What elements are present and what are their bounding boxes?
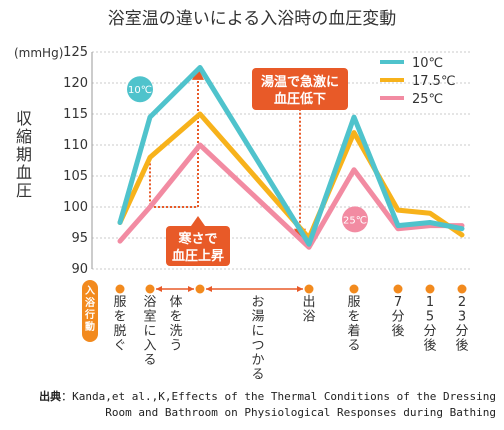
event-label-char: 浴 [143, 295, 156, 310]
callout-10c-label: 10℃ [128, 85, 152, 96]
event-dot [349, 284, 359, 294]
series-lines [117, 65, 465, 250]
source-text-1: Kanda,et al.,K,Effects of the Thermal Co… [72, 390, 496, 403]
chart-title: 浴室温の違いによる入浴時の血圧変動 [108, 9, 397, 29]
event-label-char: 分 [391, 310, 404, 325]
event-label-char: に [251, 324, 264, 339]
event-row-label-char: 行 [84, 308, 95, 321]
event-arrow-head [297, 286, 303, 292]
event-label-char: る [347, 339, 360, 354]
event-dot [304, 284, 314, 294]
legend-entry: 25℃ [412, 92, 443, 107]
callout-drop-box [252, 68, 348, 110]
event-dot [457, 284, 467, 294]
source-text-2: Room and Bathroom on Physiological Respo… [105, 406, 496, 419]
event-arrow-head [156, 286, 162, 292]
y-tick-label: 120 [63, 76, 88, 91]
series-line [117, 65, 465, 247]
y-tick-label: 105 [63, 169, 88, 184]
callout-drop-text: 湯温で急激に [261, 74, 339, 90]
y-tick-label: 125 [63, 45, 88, 60]
event-arrow-head [188, 286, 194, 292]
legend-entry: 17.5℃ [412, 74, 456, 89]
callout-rise-text: 寒さで [177, 231, 217, 247]
event-dot [425, 284, 435, 294]
event-label-char: 分 [455, 324, 468, 339]
event-row-label-char: 動 [85, 320, 95, 333]
callout-drop-text: 血圧低下 [274, 91, 326, 107]
event-label-char: ぐ [113, 339, 126, 354]
y-unit-label: (mmHg) [14, 46, 63, 60]
event-dot [393, 284, 403, 294]
callout-rise-text: 血圧上昇 [172, 248, 224, 264]
event-label-char: 着 [347, 323, 360, 339]
callout-25c-label: 25℃ [343, 215, 367, 226]
y-axis-label-char: 圧 [16, 181, 32, 200]
y-tick-label: 95 [71, 231, 88, 246]
event-label-char: 体 [169, 295, 182, 310]
event-row-badge [82, 280, 98, 342]
y-tick-label: 115 [63, 107, 88, 122]
event-label-char: 脱 [113, 324, 126, 339]
y-tick-label: 100 [63, 200, 88, 215]
event-label-char: 洗 [169, 324, 182, 339]
event-label-char: 後 [391, 324, 404, 339]
event-label-char: を [347, 310, 360, 325]
callout-rise-pointer [191, 216, 205, 226]
y-tick-label: 110 [63, 138, 88, 153]
y-axis-label-char: 縮 [16, 127, 32, 146]
arrow-head [192, 67, 204, 80]
event-label-char: を [169, 310, 182, 325]
source-line-1: 出典：Kanda,et al.,K,Effects of the Thermal… [39, 390, 496, 403]
event-label-char: 入 [143, 339, 156, 354]
event-dot [145, 284, 155, 294]
callout-rise-box [166, 226, 230, 266]
event-label-char: 室 [143, 309, 156, 325]
event-label-char: 出 [302, 295, 315, 310]
y-axis-label-char: 血 [16, 163, 32, 182]
event-label-char: 服 [347, 295, 360, 310]
source-line-2: Room and Bathroom on Physiological Respo… [0, 406, 496, 419]
event-label-char: 浴 [302, 310, 315, 325]
event-label-char: を [113, 310, 126, 325]
legend-entry: 10℃ [412, 56, 443, 71]
y-axis-label-char: 期 [16, 145, 32, 164]
callout-10c-badge [127, 76, 153, 103]
y-tick-labels: 90 95 100 105 110 115 120 125 [63, 45, 88, 277]
event-row-label-char: 入 [85, 285, 95, 297]
event-label-char: 湯 [251, 310, 264, 325]
event-dot [195, 284, 205, 294]
legend: 10℃ 17.5℃ 25℃ [380, 56, 456, 107]
event-row-label-char: 浴 [85, 296, 96, 309]
event-label-char: 7 [394, 295, 402, 310]
series-line [117, 142, 465, 250]
event-label-char: う [169, 339, 182, 354]
event-label-char: る [143, 353, 156, 368]
event-arrow-head [206, 286, 212, 292]
event-label-char: 後 [423, 339, 436, 354]
event-label-char: る [251, 368, 264, 383]
event-label-char: 分 [423, 324, 436, 339]
event-label-char: に [143, 324, 156, 339]
event-label-char: 1 [426, 295, 434, 310]
event-label-char: 2 [458, 295, 466, 310]
y-axis-label-char: 収 [16, 109, 32, 128]
event-label-char: 3 [458, 310, 466, 325]
event-label-char: お [251, 295, 264, 310]
event-label-char: つ [251, 339, 264, 354]
event-dot [115, 284, 125, 294]
callout-25c-badge [342, 206, 368, 233]
event-label-char: 5 [426, 310, 434, 325]
event-label-char: 服 [113, 295, 126, 310]
event-label-char: 後 [455, 339, 468, 354]
source-label: 出典 [39, 390, 62, 403]
event-label-char: か [251, 353, 264, 368]
y-tick-label: 90 [71, 262, 88, 277]
